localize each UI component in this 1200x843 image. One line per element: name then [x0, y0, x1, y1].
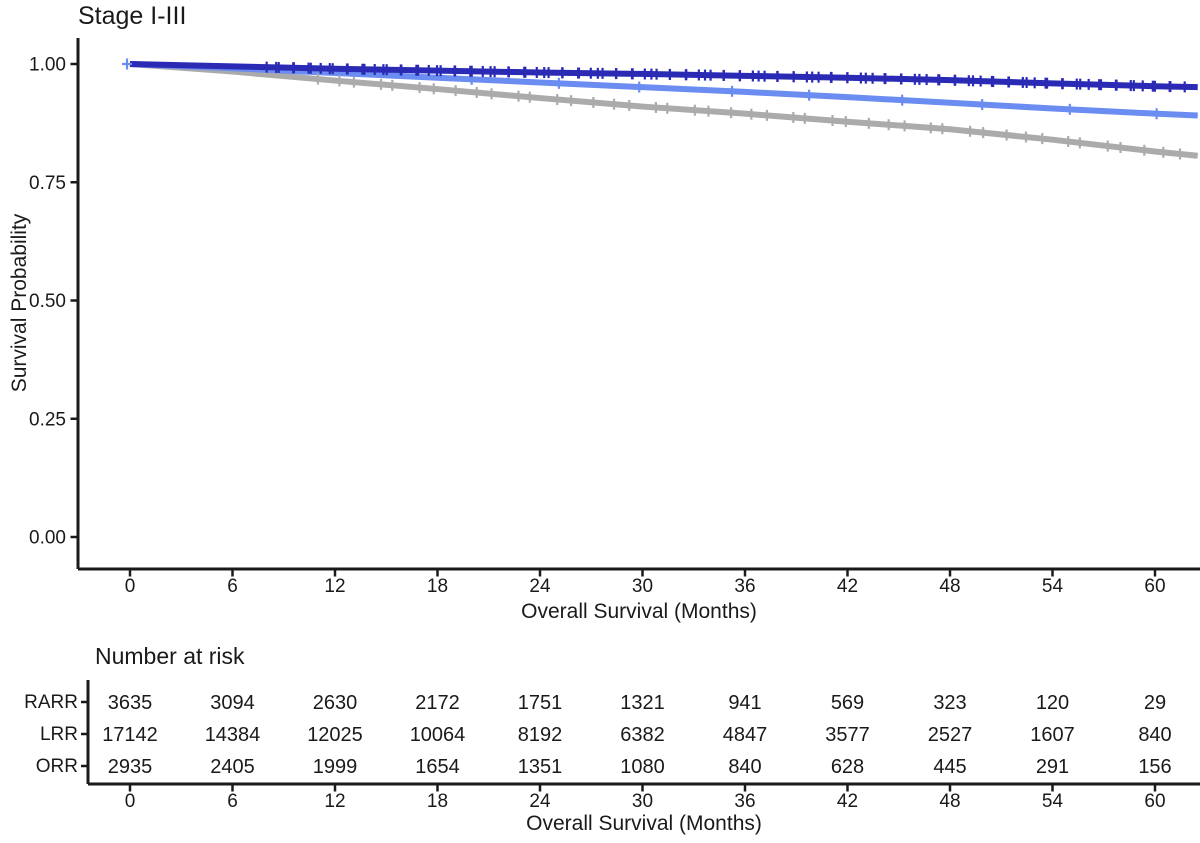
risk-row-label-ORR: ORR: [36, 756, 78, 777]
risk-value: 17142: [102, 724, 158, 746]
y-axis-title: Survival Probability: [8, 213, 31, 393]
risk-value: 2172: [415, 692, 460, 714]
risk-value: 941: [728, 692, 761, 714]
risk-value: 840: [728, 756, 761, 778]
x-tick-label: 60: [1144, 576, 1165, 597]
risk-x-tick-label: 24: [529, 791, 551, 812]
x-tick-label: 18: [427, 576, 448, 597]
risk-value: 1751: [518, 692, 563, 714]
risk-x-tick-label: 36: [734, 791, 755, 812]
risk-value: 6382: [620, 724, 665, 746]
risk-value: 1080: [620, 756, 665, 778]
plot-title: Stage I-III: [78, 2, 187, 30]
risk-value: 445: [933, 756, 966, 778]
y-tick-label: 0.50: [29, 291, 66, 312]
risk-value: 14384: [205, 724, 261, 746]
risk-value: 569: [831, 692, 864, 714]
risk-value: 323: [933, 692, 966, 714]
risk-row-label-LRR: LRR: [40, 724, 78, 745]
risk-table-title: Number at risk: [95, 643, 245, 669]
x-tick-label: 42: [837, 576, 858, 597]
risk-x-tick-label: 54: [1042, 791, 1064, 812]
risk-x-tick-label: 18: [427, 791, 448, 812]
x-tick-label: 12: [324, 576, 345, 597]
risk-value: 1999: [313, 756, 358, 778]
risk-value: 120: [1036, 692, 1069, 714]
risk-x-tick-label: 48: [939, 791, 960, 812]
risk-x-tick-label: 42: [837, 791, 858, 812]
risk-x-tick-label: 12: [324, 791, 345, 812]
y-tick-label: 1.00: [29, 55, 66, 76]
risk-value: 8192: [518, 724, 563, 746]
risk-value: 291: [1036, 756, 1069, 778]
x-axis-title-risk: Overall Survival (Months): [526, 812, 762, 835]
x-tick-label: 36: [734, 576, 755, 597]
risk-value: 2527: [928, 724, 973, 746]
risk-value: 2935: [108, 756, 153, 778]
risk-x-tick-label: 30: [632, 791, 653, 812]
x-tick-label: 24: [529, 576, 551, 597]
x-tick-label: 48: [939, 576, 960, 597]
risk-value: 1351: [518, 756, 563, 778]
x-tick-label: 6: [227, 576, 238, 597]
risk-x-tick-label: 60: [1144, 791, 1165, 812]
y-tick-label: 0.25: [29, 409, 66, 430]
risk-value: 3577: [825, 724, 870, 746]
risk-value: 12025: [307, 724, 363, 746]
risk-value: 3094: [210, 692, 255, 714]
risk-value: 29: [1144, 692, 1166, 714]
risk-value: 10064: [410, 724, 466, 746]
risk-x-tick-label: 6: [227, 791, 238, 812]
risk-value: 2405: [210, 756, 255, 778]
risk-value: 1607: [1030, 724, 1075, 746]
risk-value: 156: [1138, 756, 1171, 778]
y-tick-label: 0.00: [29, 528, 66, 549]
x-tick-label: 54: [1042, 576, 1064, 597]
risk-value: 3635: [108, 692, 153, 714]
x-tick-label: 0: [125, 576, 136, 597]
risk-value: 2630: [313, 692, 358, 714]
risk-value: 1321: [620, 692, 665, 714]
risk-value: 628: [831, 756, 864, 778]
risk-value: 840: [1138, 724, 1171, 746]
x-axis-title-main: Overall Survival (Months): [521, 600, 757, 623]
risk-value: 4847: [723, 724, 768, 746]
x-tick-label: 30: [632, 576, 653, 597]
risk-row-label-RARR: RARR: [24, 692, 78, 713]
risk-value: 1654: [415, 756, 460, 778]
y-tick-label: 0.75: [29, 173, 66, 194]
risk-x-tick-label: 0: [125, 791, 136, 812]
